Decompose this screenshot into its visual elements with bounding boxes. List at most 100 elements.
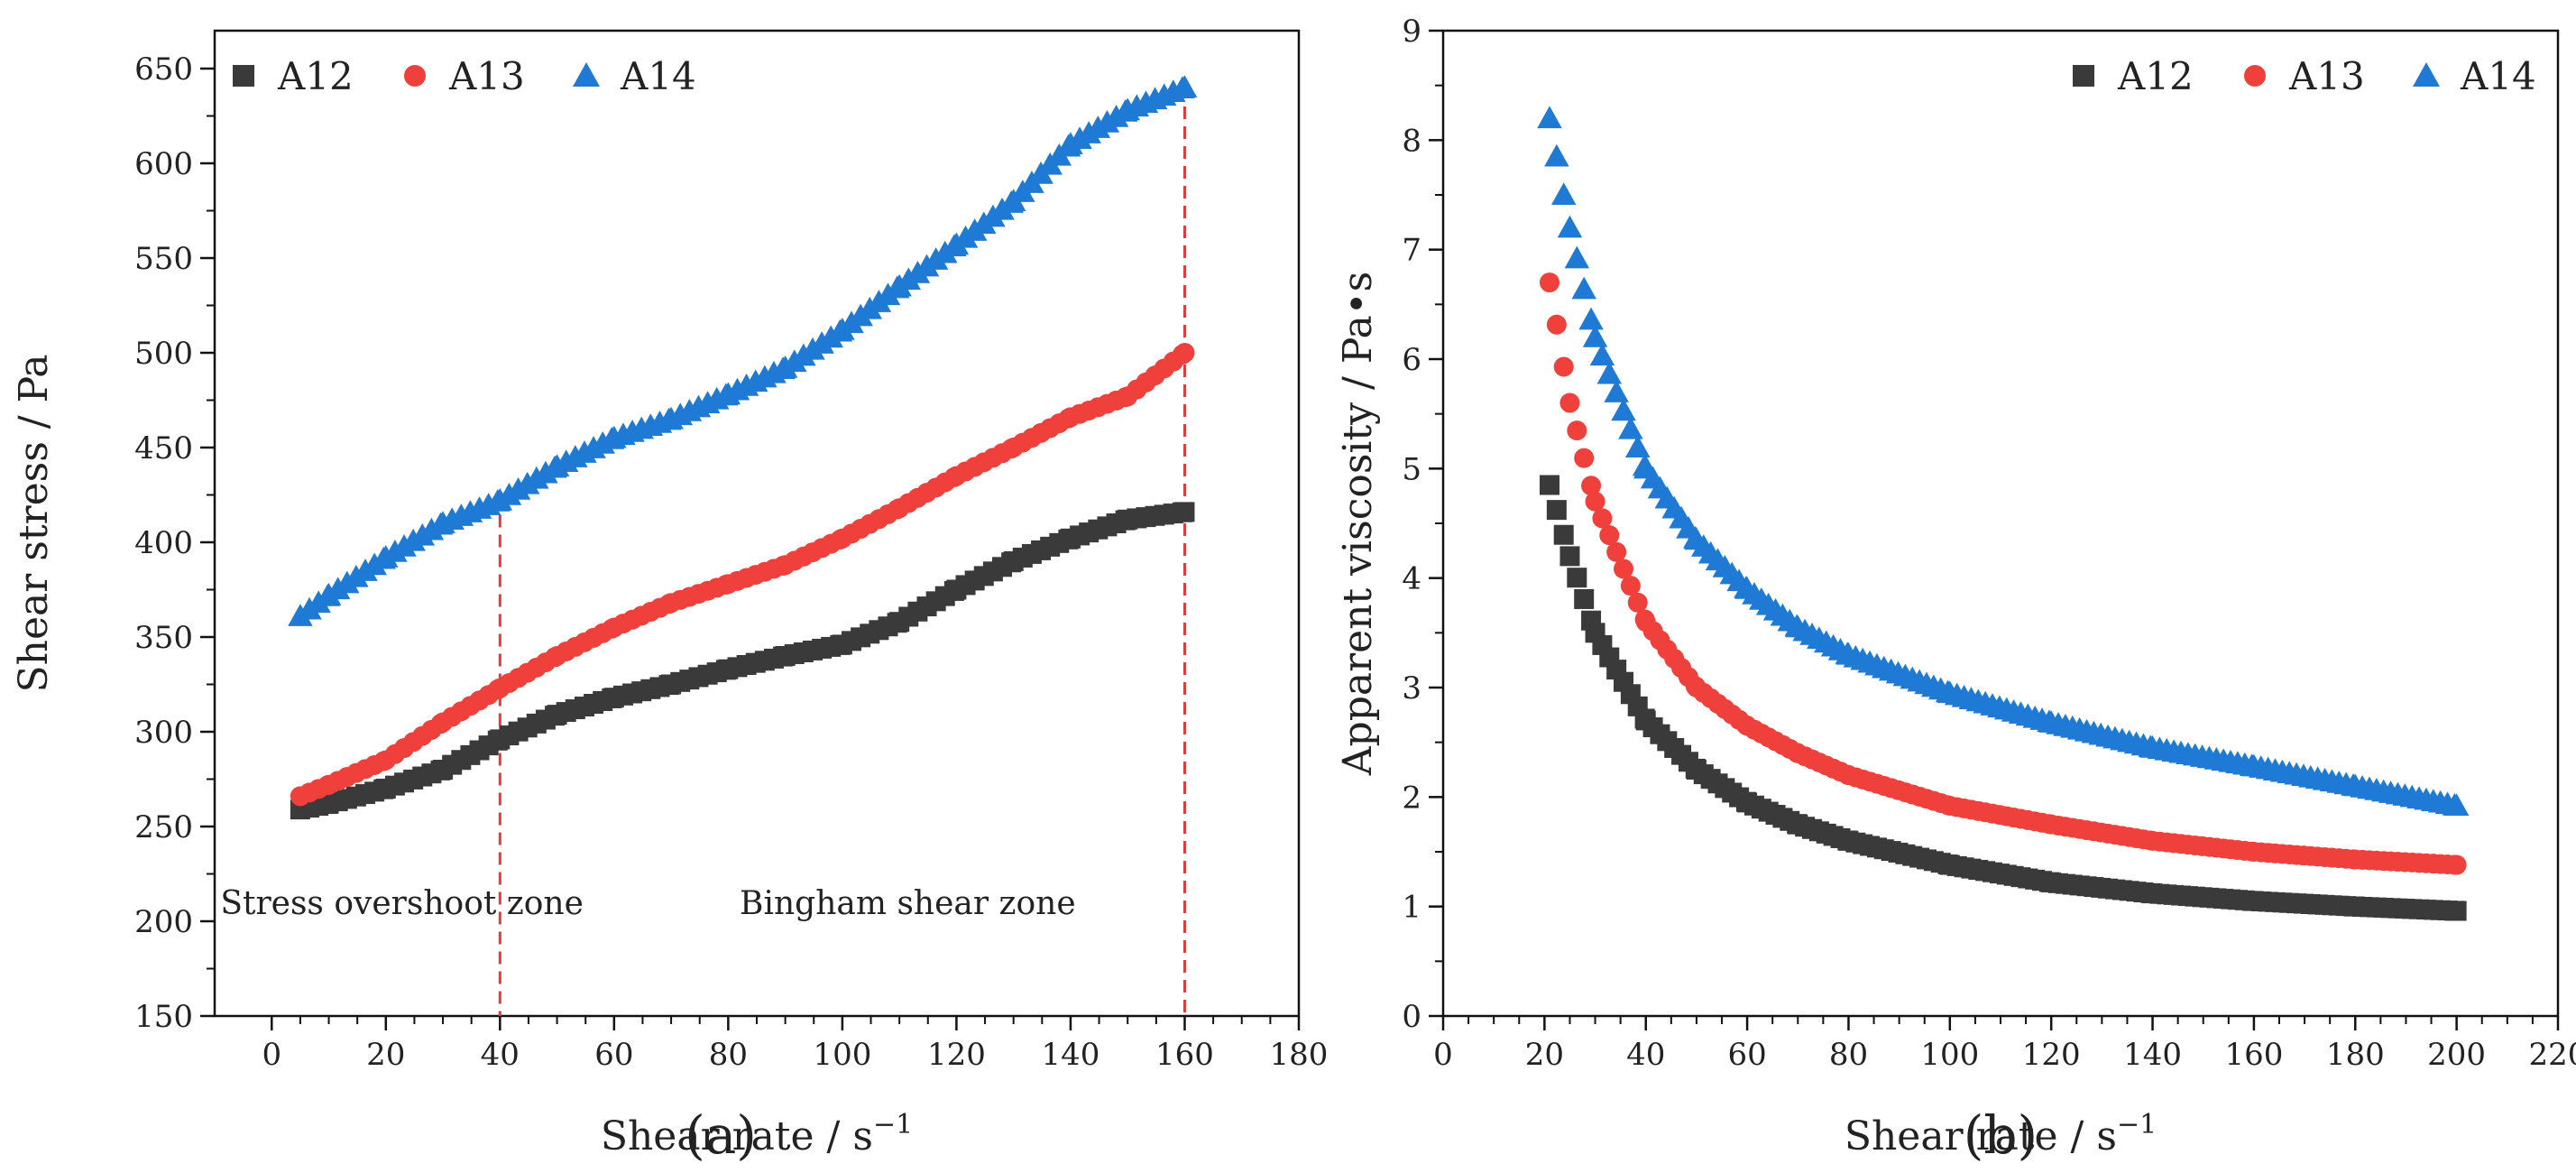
data-point <box>1172 75 1198 97</box>
data-point <box>1557 215 1583 238</box>
panel-label: (b) <box>1964 1104 2038 1166</box>
y-tick-label: 8 <box>1402 123 1421 159</box>
y-tick-label: 5 <box>1402 451 1421 487</box>
data-point <box>1539 272 1559 293</box>
y-tick-label: 1 <box>1402 890 1421 926</box>
data-point <box>1574 448 1595 468</box>
data-point <box>1553 356 1574 377</box>
data-point <box>1174 343 1195 363</box>
x-tick-label: 180 <box>2326 1037 2385 1073</box>
y-tick-label: 400 <box>134 525 193 561</box>
data-point <box>1571 276 1596 300</box>
x-axis-title: Shear rate / s−1 <box>601 1109 913 1159</box>
series-A13 <box>290 343 1195 807</box>
x-tick-label: 0 <box>262 1037 281 1073</box>
x-tick-label: 100 <box>1920 1037 1979 1073</box>
series-A14 <box>288 75 1198 626</box>
data-point <box>1599 525 1620 546</box>
y-tick-label: 150 <box>134 999 193 1035</box>
data-point <box>1567 420 1587 441</box>
data-point <box>1592 508 1613 529</box>
y-tick-label: 500 <box>134 336 193 372</box>
x-tick-label: 20 <box>1525 1037 1564 1073</box>
data-point <box>1539 475 1559 495</box>
x-tick-label: 80 <box>709 1037 748 1073</box>
data-point <box>1550 182 1577 205</box>
data-point <box>1567 568 1587 588</box>
series-A12 <box>1539 475 2467 921</box>
legend-label-A14: A14 <box>620 54 696 98</box>
legend-marker-A12 <box>233 65 254 87</box>
data-point <box>1624 435 1651 458</box>
panel-a: 0 20 40 60 80 100 120 140 160 180 150 200 250 300 350 4… <box>11 29 1329 1166</box>
x-tick-label: 160 <box>1155 1037 1214 1073</box>
data-point <box>1614 559 1634 579</box>
data-point <box>2446 854 2467 875</box>
y-tick-label: 3 <box>1402 670 1421 707</box>
y-tick-label: 350 <box>134 620 193 656</box>
data-point <box>1611 398 1636 421</box>
legend-marker-A13 <box>404 65 426 87</box>
legend-marker-A14 <box>573 62 600 87</box>
data-point <box>1582 324 1608 347</box>
x-tick-label: 220 <box>2529 1037 2576 1073</box>
data-point <box>1581 476 1602 496</box>
y-tick-label: 7 <box>1402 233 1421 269</box>
x-tick-label: 140 <box>2123 1037 2182 1073</box>
data-point <box>1553 524 1574 545</box>
data-point <box>1585 491 1605 512</box>
y-tick-label: 2 <box>1402 780 1421 816</box>
x-tick-label: 200 <box>2427 1037 2486 1073</box>
data-point <box>1546 314 1567 335</box>
panel-b: 0 20 40 60 80 100 120 140 160 180 200 220 0 1 2 3 4 5 6 7 8 9… <box>1335 14 2576 1166</box>
x-tick-label: 60 <box>594 1037 633 1073</box>
x-tick-label: 0 <box>1433 1037 1453 1073</box>
x-tick-label: 40 <box>1626 1037 1665 1073</box>
legend-label-A13: A13 <box>2288 54 2365 98</box>
legend-label-A12: A12 <box>2117 54 2194 98</box>
x-tick-label: 60 <box>1727 1037 1766 1073</box>
x-tick-label: 100 <box>813 1037 871 1073</box>
data-point <box>1618 416 1643 439</box>
y-tick-label: 650 <box>134 51 193 88</box>
legend-marker-A14 <box>2413 62 2440 87</box>
zone-label-bingham: Bingham shear zone <box>740 885 1076 922</box>
x-tick-label: 120 <box>2022 1037 2081 1073</box>
data-point <box>1604 380 1629 402</box>
data-point <box>1537 106 1562 129</box>
data-point <box>1578 307 1604 330</box>
legend: A12 A13 A14 <box>233 54 696 98</box>
y-tick-label: 200 <box>134 904 193 940</box>
y-tick-label: 0 <box>1402 999 1421 1035</box>
legend-label-A13: A13 <box>448 54 525 98</box>
y-tick-label: 600 <box>134 146 193 182</box>
y-tick-label: 250 <box>134 809 193 845</box>
x-tick-label: 160 <box>2224 1037 2283 1073</box>
data-point <box>1544 143 1569 167</box>
data-point <box>1606 541 1627 562</box>
y-tick-label: 300 <box>134 715 193 751</box>
data-point <box>1559 393 1580 413</box>
legend: A12 A13 A14 <box>2073 54 2536 98</box>
legend-label-A14: A14 <box>2460 54 2536 98</box>
data-point <box>2443 793 2470 817</box>
y-tick-label: 4 <box>1402 561 1421 597</box>
x-tick-label: 180 <box>1270 1037 1329 1073</box>
data-point <box>1564 245 1590 269</box>
y-axis-title: Apparent viscosity / Pa•s <box>1335 272 1381 776</box>
x-tick-label: 40 <box>481 1037 520 1073</box>
legend-label-A12: A12 <box>277 54 354 98</box>
data-point <box>2446 901 2467 921</box>
x-tick-label: 120 <box>927 1037 986 1073</box>
data-point <box>1620 576 1641 596</box>
panel-label: (a) <box>685 1104 757 1166</box>
x-tick-label: 20 <box>366 1037 405 1073</box>
y-axis-title: Shear stress / Pa <box>11 355 57 693</box>
data-point <box>1559 546 1580 567</box>
data-point <box>1589 343 1615 366</box>
y-tick-label: 6 <box>1402 342 1421 378</box>
data-point <box>1174 502 1195 522</box>
legend-marker-A12 <box>2073 65 2094 87</box>
series-A13 <box>1539 272 2467 875</box>
